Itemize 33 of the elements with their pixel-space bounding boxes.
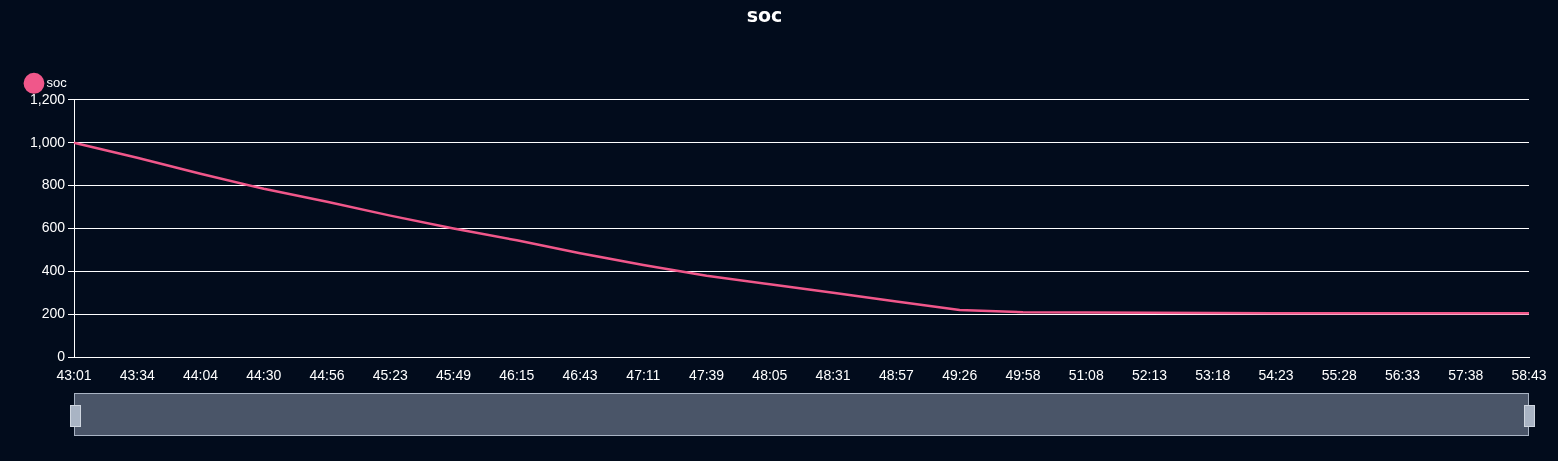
x-tick-label: 51:08 — [1068, 367, 1104, 384]
x-tick-label: 43:01 — [56, 367, 92, 384]
x-tick-label: 54:23 — [1258, 367, 1294, 384]
y-tick-label: 1,200 — [29, 90, 66, 107]
x-tick-label: 46:15 — [499, 367, 535, 384]
x-tick-label: 47:39 — [689, 367, 725, 384]
y-tick-label: 200 — [41, 305, 66, 322]
chart-title: soc — [746, 4, 783, 27]
y-tick-label: 800 — [41, 176, 66, 193]
x-tick-label: 45:23 — [372, 367, 409, 384]
x-tick-label: 47:11 — [626, 367, 661, 384]
x-tick-label: 46:43 — [562, 367, 598, 384]
x-tick-label: 48:57 — [878, 367, 915, 384]
x-tick-label: 58:43 — [1511, 367, 1547, 384]
x-tick-label: 48:31 — [815, 367, 851, 384]
x-tick-label: 44:30 — [246, 367, 282, 384]
y-tick-label: 1,000 — [29, 133, 66, 150]
x-tick-label: 57:38 — [1448, 367, 1484, 384]
y-tick-label: 400 — [41, 262, 66, 279]
x-tick-label: 43:34 — [119, 367, 155, 384]
legend-label: soc — [46, 74, 68, 90]
x-tick-label: 48:05 — [752, 367, 788, 384]
x-tick-label: 49:58 — [1005, 367, 1041, 384]
y-tick-label: 600 — [41, 219, 66, 236]
x-tick-label: 55:28 — [1321, 367, 1357, 384]
x-tick-label: 49:26 — [942, 367, 978, 384]
x-tick-label: 52:13 — [1131, 367, 1168, 384]
x-tick-label: 45:49 — [436, 367, 472, 384]
x-tick-label: 53:18 — [1195, 367, 1231, 384]
x-tick-label: 44:56 — [309, 367, 345, 384]
x-tick-label: 56:33 — [1384, 367, 1421, 384]
x-tick-label: 44:04 — [183, 367, 219, 384]
y-tick-label: 0 — [57, 348, 66, 365]
